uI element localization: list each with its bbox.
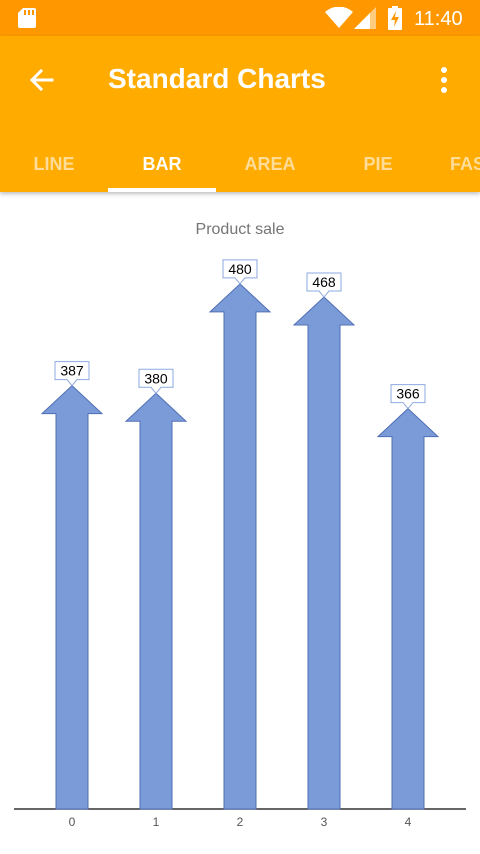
page-title: Standard Charts [108,63,326,94]
chart-title: Product sale [195,221,285,238]
status-bar: 11:40 [0,0,480,36]
x-tick-label-2: 2 [237,815,244,829]
arrow-left-icon[interactable] [26,64,58,96]
more-vertical-icon[interactable] [432,64,456,96]
bar-chart: 387 0 380 1 480 2 468 3 366 4 [14,259,466,829]
battery-charging-icon [388,6,402,30]
bar-4[interactable] [376,407,440,810]
signal-icon [354,7,376,29]
data-label-1: 380 [144,370,168,386]
x-tick-label-0: 0 [69,815,76,829]
status-time: 11:40 [414,8,463,30]
bar-3[interactable] [292,296,356,810]
data-label-4: 366 [396,386,420,402]
bar-2[interactable] [208,283,272,810]
app-bar: Standard Charts LINE BAR AREA PIE FAST L… [0,36,480,192]
x-tick-label-3: 3 [321,815,328,829]
tab-bar: LINE BAR AREA PIE FAST LINE [0,136,480,192]
data-label-box-2 [222,259,258,285]
tab-pie[interactable]: PIE [363,154,393,174]
data-label-2: 480 [228,261,252,277]
wifi-icon [325,7,353,28]
tab-indicator [108,188,216,192]
x-tick-label-4: 4 [405,815,412,829]
data-label-box-0 [54,361,90,387]
tab-line[interactable]: LINE [33,154,75,174]
x-tick-label-1: 1 [153,815,160,829]
sd-card-icon [18,8,36,28]
bar-0[interactable] [40,384,104,810]
data-label-box-4 [390,384,426,410]
tab-fast-line[interactable]: FAST LINE [450,154,480,174]
tab-area[interactable]: AREA [244,154,296,174]
bar-1[interactable] [124,392,188,810]
data-label-3: 468 [312,274,336,290]
tab-bar-chart[interactable]: BAR [142,154,182,174]
chart-area: 387 0 380 1 480 2 468 3 366 4 Product sale [0,192,480,854]
data-label-box-3 [306,272,342,298]
data-label-0: 387 [60,363,84,379]
data-label-box-1 [138,368,174,395]
